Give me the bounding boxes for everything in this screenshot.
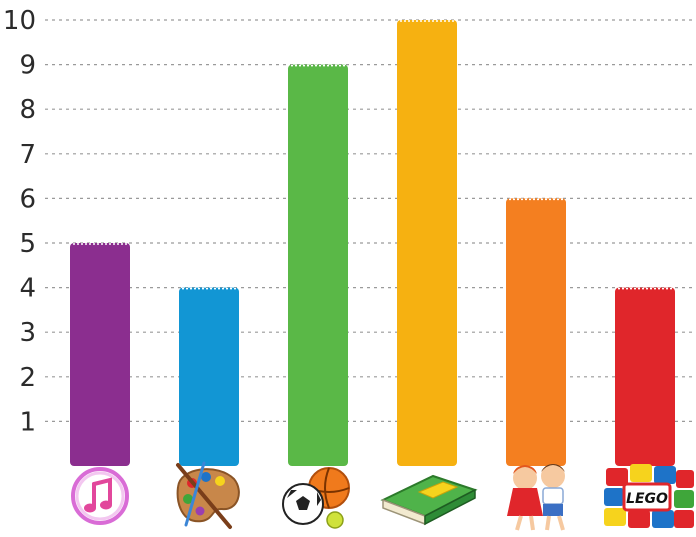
sports-balls-icon [282, 467, 350, 529]
y-tick-label: 10 [3, 6, 36, 36]
dancing-children-icon [507, 464, 565, 531]
bar-sports [288, 64, 348, 466]
bar-art [179, 287, 239, 466]
y-tick-label: 8 [19, 95, 36, 125]
y-tick-label: 1 [19, 407, 36, 437]
y-tick-label: 6 [19, 184, 36, 214]
bar-lego [615, 287, 675, 466]
category-icons: LEGO [71, 461, 694, 531]
y-tick-label: 2 [19, 363, 36, 393]
y-tick-label: 4 [19, 274, 36, 304]
book-icon [380, 474, 478, 526]
lego-bricks-icon: LEGO [604, 464, 694, 528]
bar-music [70, 243, 130, 466]
y-axis-ticks: 1 2 3 4 5 6 7 8 9 10 [3, 6, 36, 437]
y-tick-label: 5 [19, 229, 36, 259]
grid-lines [45, 19, 692, 422]
itunes-music-icon [71, 467, 129, 525]
y-tick-label: 9 [19, 51, 36, 81]
bar-dancing [506, 198, 566, 466]
bars [70, 20, 675, 466]
paint-palette-icon [176, 461, 240, 529]
lego-logo-text: LEGO [626, 491, 668, 507]
y-tick-label: 3 [19, 318, 36, 348]
y-tick-label: 7 [19, 140, 36, 170]
bar-reading [397, 20, 457, 466]
